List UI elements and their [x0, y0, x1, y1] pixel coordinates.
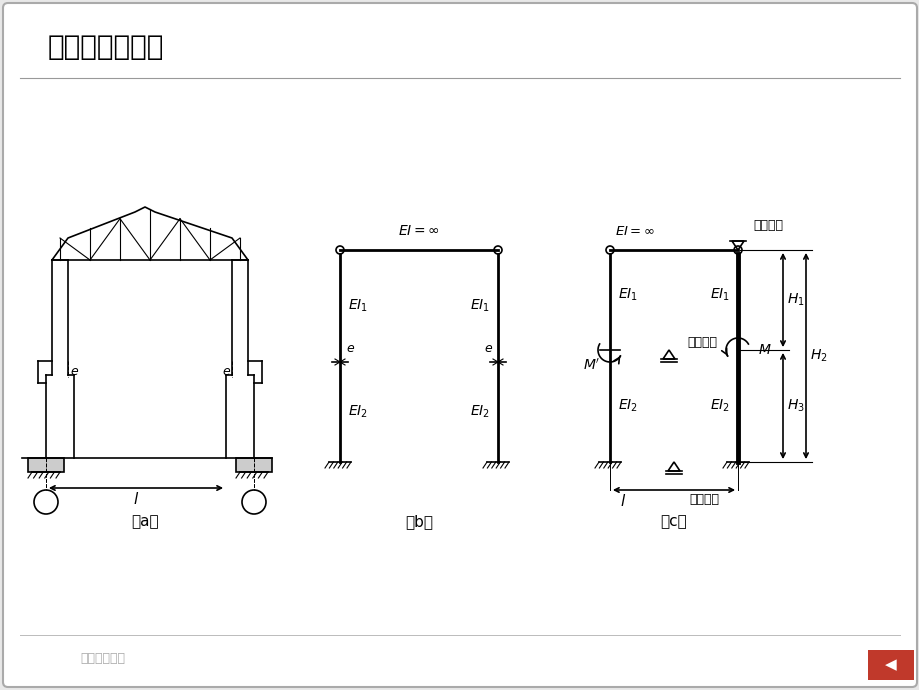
Text: $M'$: $M'$: [583, 358, 600, 373]
Text: ◀: ◀: [884, 658, 896, 673]
Bar: [236, 458, 272, 472]
Text: $EI_1$: $EI_1$: [709, 287, 729, 303]
Text: e: e: [222, 364, 230, 377]
Text: $EI_2$: $EI_2$: [709, 398, 729, 414]
Text: e: e: [483, 342, 492, 355]
Text: e: e: [346, 342, 354, 355]
Text: 排架计算最新: 排架计算最新: [80, 651, 125, 664]
Text: $H_1$: $H_1$: [786, 292, 804, 308]
Text: 牛腿顶面: 牛腿顶面: [686, 335, 716, 348]
Text: （a）: （a）: [131, 515, 159, 529]
Text: 排架计算简图：: 排架计算简图：: [48, 33, 165, 61]
Text: $EI_1$: $EI_1$: [618, 287, 638, 303]
Text: $H_3$: $H_3$: [786, 398, 804, 414]
Text: $EI=\infty$: $EI=\infty$: [614, 225, 654, 238]
Text: $EI=\infty$: $EI=\infty$: [398, 224, 439, 238]
Text: e: e: [70, 364, 78, 377]
FancyBboxPatch shape: [3, 3, 916, 687]
Text: 柱顶截面: 柱顶截面: [752, 219, 782, 232]
Text: 基础顶面: 基础顶面: [688, 493, 719, 506]
Text: （c）: （c）: [660, 515, 686, 529]
Text: $EI_1$: $EI_1$: [347, 298, 368, 314]
Text: $H_2$: $H_2$: [809, 348, 827, 364]
Text: $M$: $M$: [757, 343, 771, 357]
Text: $EI_2$: $EI_2$: [347, 404, 368, 420]
Text: $EI_1$: $EI_1$: [470, 298, 490, 314]
Text: $EI_2$: $EI_2$: [618, 398, 638, 414]
Text: （b）: （b）: [404, 515, 433, 529]
Text: $l$: $l$: [132, 491, 139, 507]
Bar: [28, 458, 64, 472]
Text: $EI_2$: $EI_2$: [470, 404, 490, 420]
Text: $l$: $l$: [619, 493, 626, 509]
Bar: [867, 650, 913, 680]
